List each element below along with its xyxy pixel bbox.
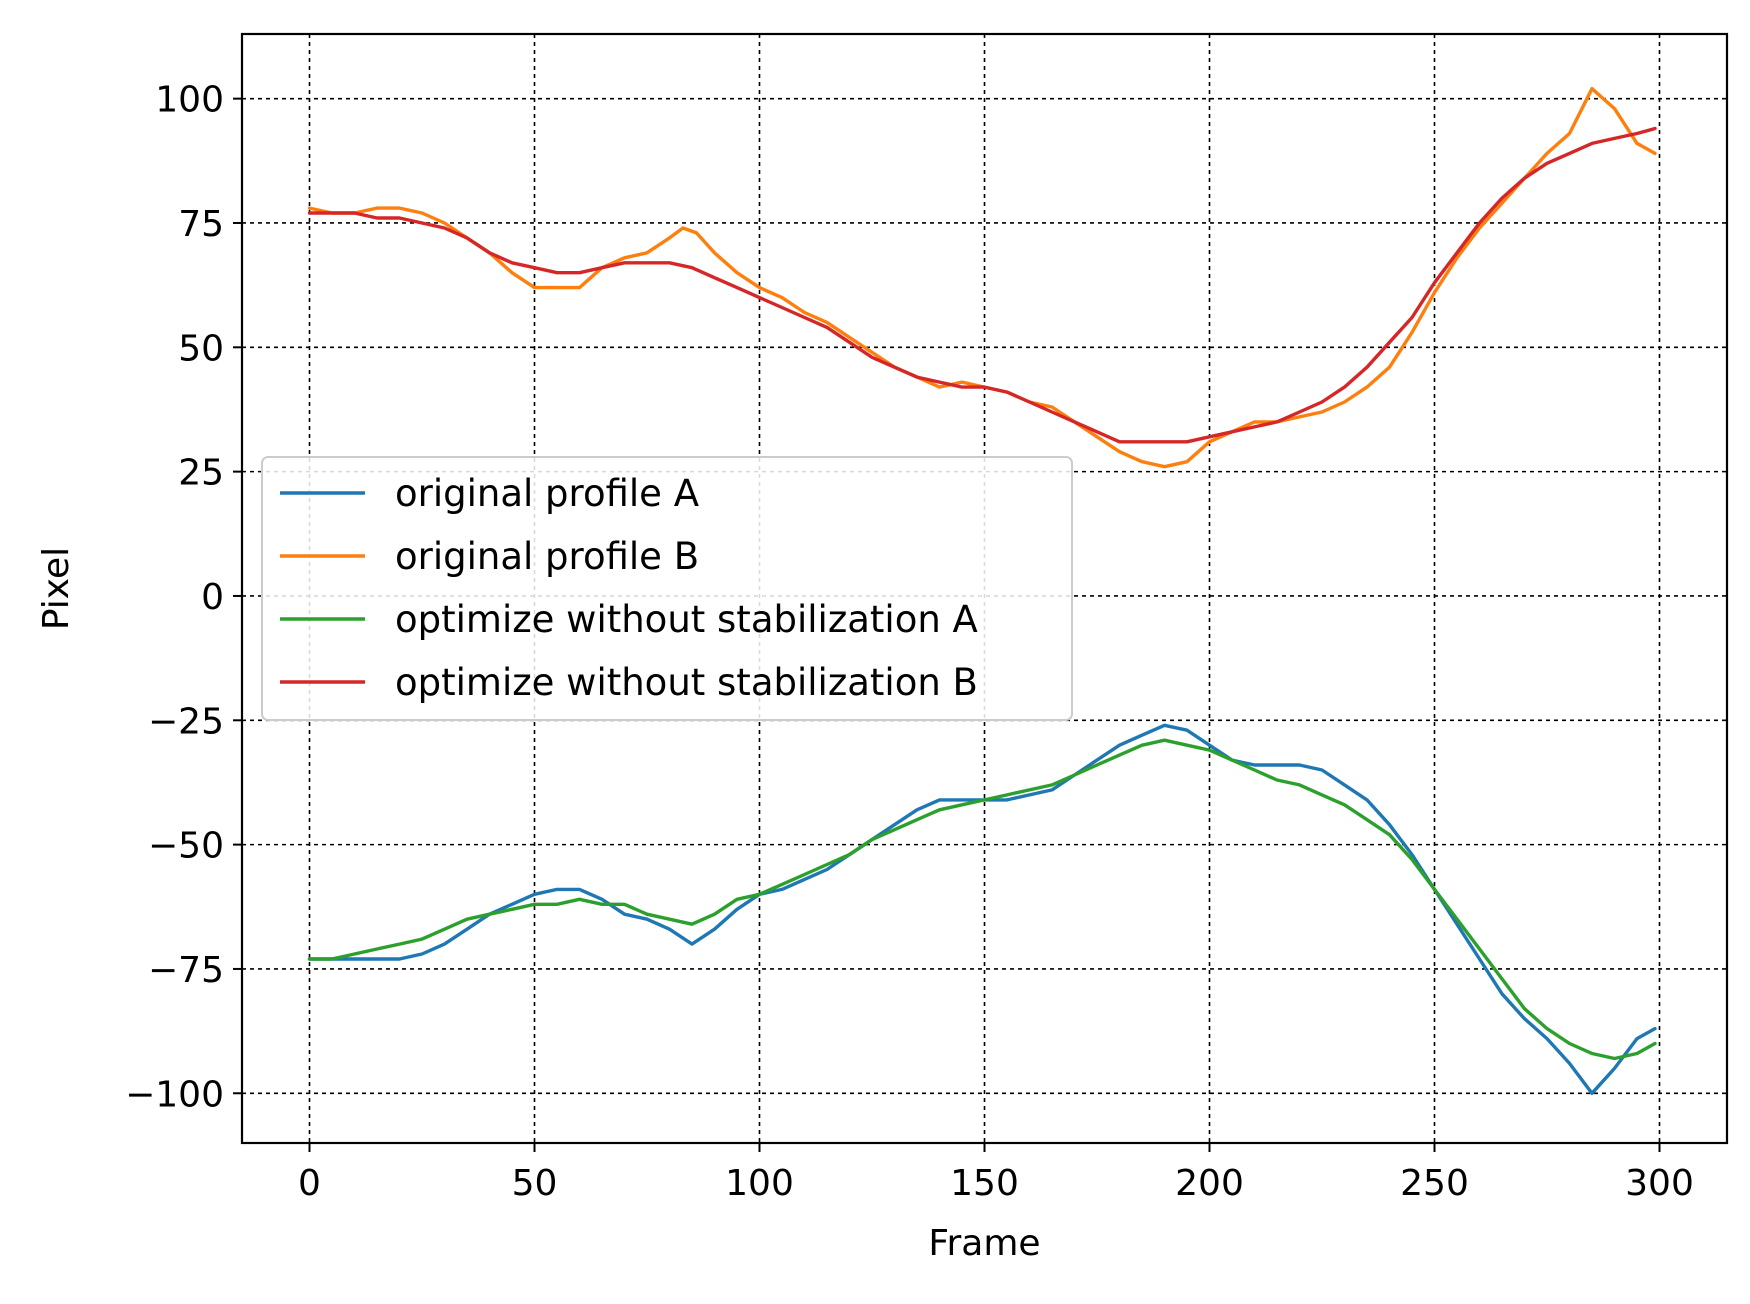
y-tick-label: −25 (148, 701, 224, 742)
x-tick-label: 50 (512, 1163, 558, 1204)
y-tick-label: −75 (148, 950, 224, 991)
x-tick-label: 0 (298, 1163, 321, 1204)
y-tick-label: 50 (178, 328, 224, 369)
y-tick-label: −50 (148, 826, 224, 867)
series-line-3 (307, 738, 1657, 1061)
x-axis-label: Frame (928, 1223, 1040, 1264)
x-tick-label: 200 (1175, 1163, 1244, 1204)
legend: original profile A original profile B opti… (261, 456, 1073, 721)
legend-label: optimize without stabilization A (395, 598, 978, 641)
y-tick-label: 100 (155, 80, 224, 121)
y-axis-label: Pixel (36, 547, 77, 630)
ticks: 0 50 100 150 200 250 3001007550250−25−50−75−10… (125, 80, 1694, 1204)
legend-label: original profile B (395, 535, 699, 578)
y-tick-label: −100 (125, 1074, 224, 1115)
series-line-4 (307, 126, 1657, 444)
y-tick-label: 0 (201, 577, 224, 618)
legend-label: original profile A (395, 472, 699, 515)
y-tick-label: 75 (178, 204, 224, 245)
x-tick-label: 250 (1400, 1163, 1469, 1204)
x-tick-label: 100 (725, 1163, 794, 1204)
legend-box (261, 456, 1073, 721)
series-line-2 (307, 86, 1657, 469)
x-tick-label: 300 (1625, 1163, 1694, 1204)
series-group (307, 86, 1657, 1096)
legend-label: optimize without stabilization B (395, 661, 978, 704)
x-tick-label: 150 (950, 1163, 1019, 1204)
y-tick-label: 25 (178, 453, 224, 494)
